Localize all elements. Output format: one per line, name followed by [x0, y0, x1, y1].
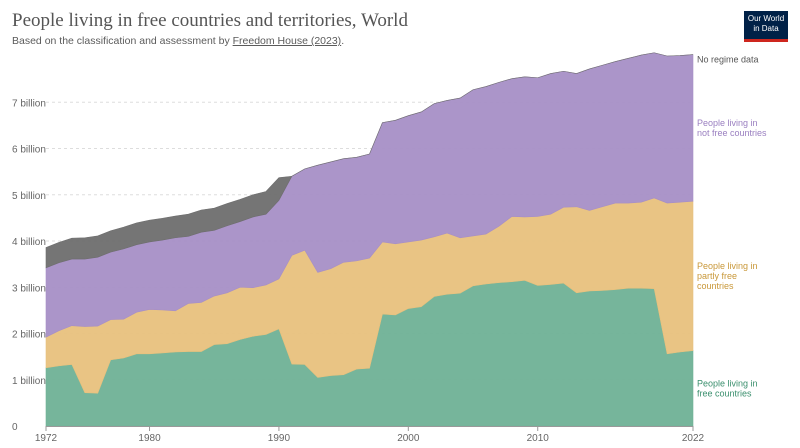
x-tick-label-2000: 2000 — [397, 433, 420, 444]
legend-label-people-living-in-partly-free-countries[interactable]: countries — [697, 281, 734, 291]
x-tick-label-2010: 2010 — [527, 433, 550, 444]
y-tick-label-2: 2 billion — [12, 330, 46, 341]
legend-label-no-regime-data[interactable]: No regime data — [697, 55, 759, 65]
y-tick-label-5: 5 billion — [12, 191, 46, 202]
y-tick-label-0: 0 — [12, 422, 18, 433]
subtitle-end: . — [341, 35, 345, 47]
legend-label-people-living-in-not-free-countries[interactable]: not free countries — [697, 128, 767, 138]
logo-line-1: Our World — [747, 14, 785, 23]
x-tick-label-1972: 1972 — [35, 433, 58, 444]
chart-subtitle: Based on the classification and assessme… — [12, 35, 344, 47]
x-tick-label-1990: 1990 — [268, 433, 291, 444]
legend-label-people-living-in-free-countries[interactable]: free countries — [697, 388, 752, 398]
owid-logo[interactable]: Our World in Data — [744, 11, 788, 42]
y-tick-label-1: 1 billion — [12, 376, 46, 387]
legend-label-people-living-in-not-free-countries[interactable]: People living in — [697, 118, 758, 128]
area-no-regime-data[interactable] — [45, 52, 694, 269]
legend-label-people-living-in-partly-free-countries[interactable]: partly free — [697, 271, 737, 281]
y-tick-label-3: 3 billion — [12, 283, 46, 294]
chart-title: People living in free countries and terr… — [12, 10, 408, 31]
source-link[interactable]: Freedom House (2023) — [232, 35, 342, 47]
x-tick-label-1980: 1980 — [138, 433, 161, 444]
y-tick-label-7: 7 billion — [12, 98, 46, 109]
y-tick-label-4: 4 billion — [12, 237, 46, 248]
legend-label-people-living-in-free-countries[interactable]: People living in — [697, 378, 758, 388]
x-tick-label-2022: 2022 — [682, 433, 705, 444]
logo-line-2: in Data — [753, 23, 779, 33]
legend-label-people-living-in-partly-free-countries[interactable]: People living in — [697, 261, 758, 271]
subtitle-text: Based on the classification and assessme… — [12, 35, 233, 47]
y-tick-label-6: 6 billion — [12, 145, 46, 156]
